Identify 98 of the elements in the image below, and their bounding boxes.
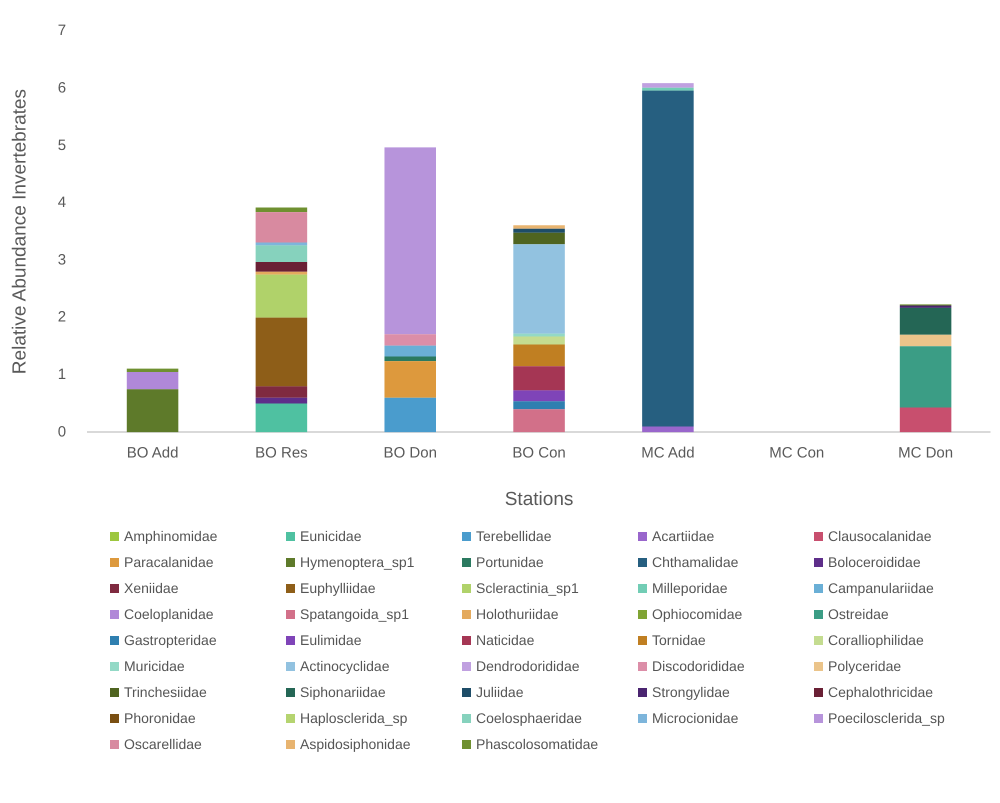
- legend-label: Poecilosclerida_sp: [828, 710, 945, 726]
- legend-label: Dendrodorididae: [476, 658, 580, 674]
- legend-label: Ostreidae: [828, 606, 889, 622]
- legend-label: Tornidae: [652, 632, 706, 648]
- legend-label: Muricidae: [124, 658, 185, 674]
- legend-label: Aspidosiphonidae: [300, 736, 411, 752]
- legend-label: Eulimidae: [300, 632, 362, 648]
- bar: [256, 212, 308, 242]
- bar: [642, 426, 694, 432]
- y-tick-label: 0: [58, 423, 66, 440]
- legend-label: Coeloplanidae: [124, 606, 214, 622]
- x-axis-title: Stations: [504, 488, 574, 510]
- bar: [513, 244, 565, 334]
- legend-label: Oscarellidae: [124, 736, 202, 752]
- legend-label: Siphonariidae: [300, 684, 386, 700]
- bar: [256, 386, 308, 398]
- bar: [384, 147, 436, 334]
- legend-label: Holothuriidae: [476, 606, 558, 622]
- legend-label: Trinchesiidae: [124, 684, 207, 700]
- bar: [384, 361, 436, 398]
- bar: [900, 408, 952, 432]
- y-tick-label: 5: [58, 136, 66, 154]
- bar: [256, 398, 308, 404]
- bar: [256, 404, 308, 432]
- legend-label: Portunidae: [476, 554, 544, 570]
- x-tick-label: BO Con: [512, 444, 566, 462]
- bar: [384, 346, 436, 357]
- bar: [126, 372, 178, 390]
- legend-label: Eunicidae: [300, 528, 362, 544]
- bar: [126, 389, 178, 432]
- legend-label: Campanulariidae: [828, 580, 934, 596]
- y-tick-label: 2: [58, 308, 66, 326]
- x-tick-label: BO Don: [384, 444, 437, 462]
- y-tick-label: 1: [58, 366, 66, 384]
- bar: [513, 409, 565, 432]
- legend-label: Haplosclerida_sp: [300, 710, 408, 726]
- legend-label: Discodorididae: [652, 658, 745, 674]
- bar: [513, 334, 565, 336]
- bar: [384, 398, 436, 432]
- legend-label: Phoronidae: [124, 710, 196, 726]
- legend-label: Spatangoida_sp1: [300, 606, 409, 622]
- bar: [384, 334, 436, 346]
- bar: [513, 336, 565, 345]
- legend-label: Microcionidae: [652, 710, 738, 726]
- bar: [256, 318, 308, 386]
- bar: [256, 272, 308, 275]
- bar: [384, 356, 436, 362]
- legend-label: Milleporidae: [652, 580, 728, 596]
- x-tick-label: MC Don: [898, 444, 954, 462]
- bar: [900, 334, 952, 346]
- bar: [513, 366, 565, 390]
- legend-label: Amphinomidae: [124, 528, 218, 544]
- legend-label: Strongylidae: [652, 684, 730, 700]
- legend-label: Clausocalanidae: [828, 528, 932, 544]
- legend-label: Phascolosomatidae: [476, 736, 598, 752]
- legend-label: Actinocyclidae: [300, 658, 390, 674]
- bar: [256, 262, 308, 272]
- bar: [513, 401, 565, 410]
- legend-label: Boloceroididae: [828, 554, 921, 570]
- y-tick-label: 3: [58, 251, 66, 268]
- legend-label: Scleractinia_sp1: [476, 580, 579, 596]
- legend-label: Juliidae: [476, 684, 524, 700]
- legend-label: Terebellidae: [476, 528, 552, 544]
- bar: [513, 228, 565, 233]
- bar: [256, 274, 308, 318]
- bar: [513, 232, 565, 244]
- legend-label: Paracalanidae: [124, 554, 214, 570]
- legend-label: Gastropteridae: [124, 632, 217, 648]
- bar: [642, 83, 694, 88]
- y-axis-title: Relative Abundance Invertebrates: [10, 89, 31, 374]
- x-tick-label: MC Add: [641, 444, 695, 462]
- legend-label: Xeniidae: [124, 580, 178, 596]
- legend-label: Ophiocomidae: [652, 606, 742, 622]
- legend-label: Hymenoptera_sp1: [300, 554, 414, 570]
- bar: [642, 90, 694, 426]
- legend-label: Euphylliidae: [300, 580, 376, 596]
- bar: [513, 390, 565, 402]
- legend-label: Chthamalidae: [652, 554, 738, 570]
- bar: [900, 346, 952, 408]
- bar: [256, 245, 308, 262]
- legend-label: Coelosphaeridae: [476, 710, 582, 726]
- bar: [256, 208, 308, 212]
- legend-label: Naticidae: [476, 632, 534, 648]
- x-tick-label: BO Res: [255, 444, 308, 462]
- legend-label: Coralliophilidae: [828, 632, 924, 648]
- bar: [513, 344, 565, 366]
- y-tick-label: 7: [58, 22, 66, 40]
- legend-label: Polyceridae: [828, 658, 902, 674]
- legend-label: Cephalothricidae: [828, 684, 934, 700]
- bar: [256, 242, 308, 246]
- bar: [126, 368, 178, 372]
- x-tick-label: BO Add: [126, 444, 178, 462]
- bar: [642, 88, 694, 91]
- bar: [900, 308, 952, 335]
- legend-label: Acartiidae: [652, 528, 714, 544]
- x-tick-label: MC Con: [769, 444, 824, 462]
- y-tick-label: 6: [58, 79, 66, 96]
- y-tick-label: 4: [58, 194, 66, 212]
